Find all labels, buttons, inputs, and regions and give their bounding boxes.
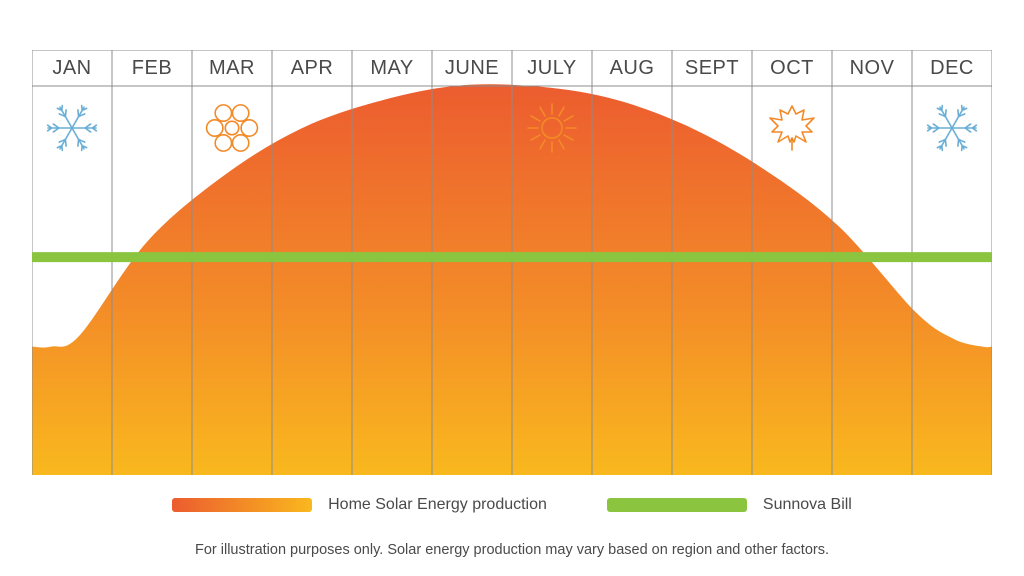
legend-label-production: Home Solar Energy production <box>328 496 547 514</box>
legend-item-production: Home Solar Energy production <box>172 496 547 514</box>
month-label: NOV <box>850 57 895 79</box>
legend: Home Solar Energy production Sunnova Bil… <box>0 490 1024 520</box>
snowflake-icon <box>48 106 97 151</box>
disclaimer-text: For illustration purposes only. Solar en… <box>0 540 1024 560</box>
month-label: MAR <box>209 57 255 79</box>
legend-item-bill: Sunnova Bill <box>607 496 852 514</box>
month-label: AUG <box>610 57 655 79</box>
seasonal-solar-chart: JAN FEB MAR APR MAY JUNE JULY AUG SEPT OCT NOV DEC <box>32 50 992 475</box>
month-label: JULY <box>527 57 576 79</box>
legend-label-bill: Sunnova Bill <box>763 496 852 514</box>
month-label: JUNE <box>445 57 499 79</box>
infographic-root: JANFEBMARAPRMAYJUNEJULYAUGSEPTOCTNOVDEC … <box>0 0 1024 576</box>
snowflake-icon <box>928 106 977 151</box>
month-label: JAN <box>52 57 91 79</box>
month-label: MAY <box>370 57 413 79</box>
month-label: SEPT <box>685 57 739 79</box>
month-label: APR <box>291 57 334 79</box>
legend-swatch-bill <box>607 498 747 512</box>
month-label: FEB <box>132 57 172 79</box>
leaf-icon <box>770 106 814 150</box>
legend-swatch-production <box>172 498 312 512</box>
flower-icon <box>207 105 258 151</box>
month-label: OCT <box>770 57 814 79</box>
month-label: DEC <box>930 57 974 79</box>
